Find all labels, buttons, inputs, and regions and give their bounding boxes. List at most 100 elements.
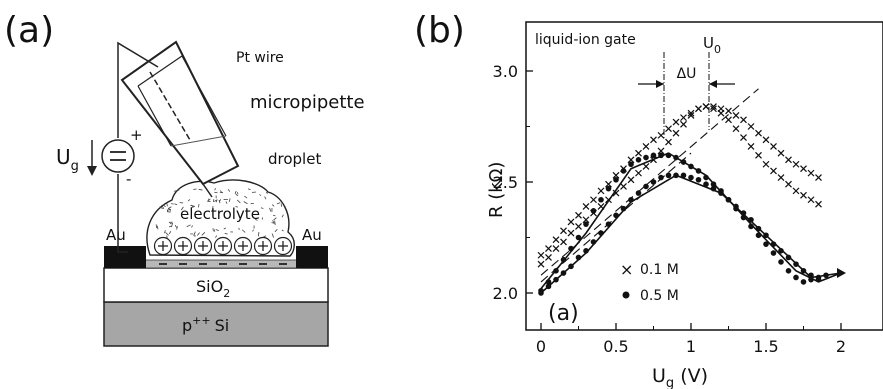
data-point-cross (552, 245, 560, 253)
data-point-dot (778, 248, 784, 254)
pt-wire-label: Pt wire (236, 50, 284, 66)
data-point-cross (665, 125, 672, 133)
oxide-label: SiO2 (196, 277, 230, 300)
delta-u-label: ΔU (677, 66, 697, 82)
data-point-dot (545, 279, 552, 285)
droplet-label: droplet (268, 150, 321, 168)
data-point-cross (807, 196, 815, 204)
data-point-cross (747, 143, 755, 150)
data-point-dot (770, 241, 777, 247)
plot-frame (525, 21, 883, 331)
data-point-dot (568, 263, 574, 270)
data-point-cross (687, 111, 695, 119)
data-point-cross (740, 134, 747, 142)
data-point-cross (785, 156, 792, 164)
data-point-cross (732, 111, 740, 119)
legend: × 0.1 M 0.5 M (620, 260, 679, 304)
oxide-layer (103, 267, 329, 303)
data-point-cross (800, 191, 807, 199)
data-point-dot (800, 279, 807, 285)
data-point-cross (575, 222, 582, 230)
substrate-layer (103, 301, 329, 347)
data-point-cross (740, 116, 747, 124)
electrode-left (104, 246, 146, 268)
data-point-dot (710, 181, 717, 188)
data-point-cross (597, 202, 605, 210)
electrode-right-label: Au (302, 226, 322, 244)
data-point-cross (537, 251, 545, 259)
data-point-cross (680, 114, 687, 122)
data-point-dot (725, 196, 732, 203)
positive-ion (213, 236, 233, 256)
data-point-cross (777, 174, 785, 181)
data-point-cross (545, 254, 552, 261)
data-point-dot (733, 203, 739, 210)
data-point-dot (658, 152, 664, 159)
legend-label-0-5m: 0.5 M (640, 288, 679, 304)
panel-b-label: (b) (414, 10, 465, 51)
data-point-cross (582, 216, 590, 224)
data-point-cross (755, 151, 762, 159)
data-point-dot (740, 210, 747, 216)
data-point-dot (643, 154, 649, 161)
positive-ion (273, 236, 293, 256)
data-point-cross (762, 160, 770, 168)
data-point-cross (537, 260, 545, 268)
data-point-cross (755, 129, 762, 137)
chart-title: liquid-ion gate (535, 32, 636, 48)
data-point-dot (560, 270, 567, 276)
data-point-cross (612, 189, 620, 197)
positive-ion (253, 236, 273, 256)
data-point-dot (710, 185, 717, 192)
data-point-dot (703, 181, 709, 188)
legend-marker-dot (622, 291, 630, 299)
fit-arrowhead (837, 268, 846, 279)
x-tick-label: 0.5 (603, 337, 628, 356)
data-point-cross (815, 200, 822, 208)
data-point-dot (650, 179, 657, 185)
data-point-dot (613, 176, 619, 183)
data-point-dot (680, 172, 687, 179)
data-point-dot (823, 272, 829, 279)
data-point-cross (725, 107, 732, 115)
data-point-dot (785, 268, 792, 274)
data-point-cross (747, 123, 755, 130)
data-point-cross (590, 196, 597, 204)
circuit-wire-bottom (117, 174, 128, 253)
data-point-dot (538, 290, 544, 296)
data-point-dot (605, 185, 612, 192)
data-point-cross (792, 187, 800, 195)
data-point-cross (762, 136, 770, 144)
data-point-cross (770, 143, 777, 150)
micropipette-label: micropipette (250, 92, 365, 113)
data-point-dot (650, 152, 657, 159)
x-tick-label: 2 (836, 337, 846, 356)
positive-ion (153, 236, 173, 256)
data-point-cross (672, 129, 680, 137)
electrode-right (296, 246, 328, 268)
data-point-dot (770, 250, 777, 256)
data-point-dot (545, 283, 552, 290)
data-point-dot (695, 168, 702, 174)
data-point-cross (657, 147, 665, 155)
data-point-cross (635, 169, 642, 177)
gate-voltage-label: Ug (56, 145, 79, 174)
positive-ion (173, 236, 193, 256)
data-point-cross (777, 149, 785, 157)
data-point-dot (643, 183, 649, 190)
data-point-dot (808, 272, 814, 279)
data-point-cross (710, 105, 717, 113)
voltage-source (101, 139, 135, 173)
data-point-cross (770, 167, 777, 175)
data-point-dot (590, 208, 597, 214)
data-point-cross (635, 149, 642, 157)
data-point-cross (597, 187, 605, 195)
pt-wire (149, 71, 191, 141)
data-point-dot (680, 159, 687, 165)
data-point-cross (650, 136, 657, 144)
legend-marker-cross: × (620, 260, 633, 279)
data-point-dot (658, 174, 664, 181)
data-point-cross (605, 196, 612, 204)
electrode-left-label: Au (106, 226, 126, 244)
data-point-dot (718, 190, 724, 196)
